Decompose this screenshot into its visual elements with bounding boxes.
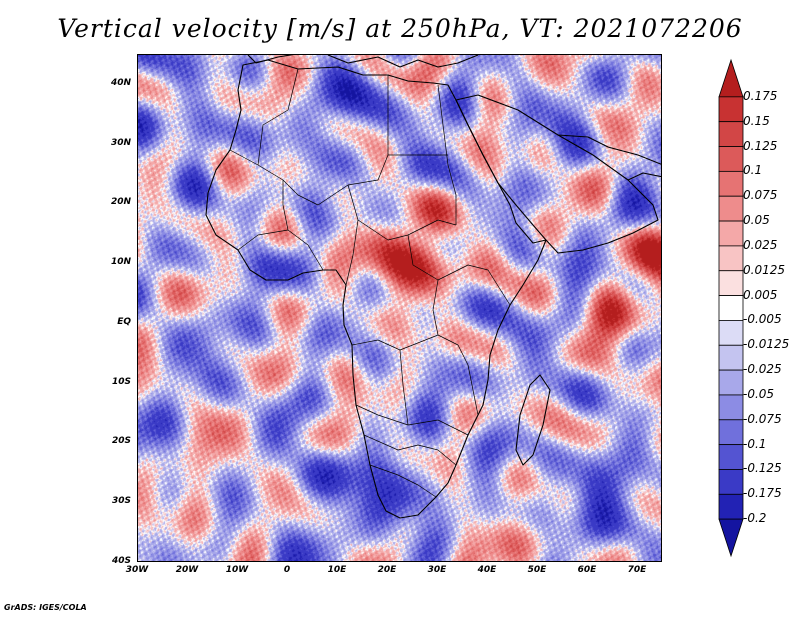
colorbar-swatch: [718, 195, 744, 222]
colorbar-swatch: [718, 444, 744, 470]
arabian-peninsula: [455, 94, 659, 254]
colorbar-label: -0.1: [743, 436, 767, 451]
colorbar-label: 0.175: [743, 88, 778, 103]
colorbar-swatch: [718, 245, 744, 272]
colorbar-swatch: [718, 121, 744, 147]
colorbar-swatch: [718, 58, 744, 98]
colorbar-label: -0.075: [743, 411, 782, 426]
europe-coast: [247, 55, 479, 68]
colorbar-swatch: [718, 344, 744, 371]
x-tick-label: 20W: [175, 565, 199, 575]
colorbar-swatch: [718, 220, 744, 247]
colorbar-label: -0.175: [743, 486, 782, 501]
y-tick-label: 30N: [110, 137, 131, 148]
y-tick-label: 40N: [110, 77, 131, 88]
colorbar-swatch: [718, 96, 744, 123]
colorbar-label: -0.025: [743, 362, 782, 377]
y-tick-label: 20N: [110, 197, 131, 208]
chart-title: Vertical velocity [m/s] at 250hPa, VT: 2…: [57, 14, 743, 43]
colorbar-swatch: [718, 518, 744, 558]
coastline-borders: [205, 55, 661, 519]
x-tick-label: 70E: [627, 565, 647, 575]
colorbar-swatch: [718, 295, 744, 321]
colorbar-swatch: [718, 320, 744, 346]
gulf-coast: [557, 134, 661, 181]
country-borders: [229, 68, 511, 498]
colorbar-swatch: [718, 146, 744, 172]
y-tick-label: 30S: [111, 496, 131, 507]
colorbar-swatch: [718, 419, 744, 446]
colorbar-swatch: [718, 270, 744, 296]
x-tick-label: 40E: [477, 565, 497, 575]
x-tick-label: 0: [283, 565, 291, 575]
colorbar-label: 0.025: [743, 237, 778, 252]
grads-credit: GrADS: IGES/COLA: [4, 603, 87, 612]
y-tick-label: 40S: [111, 556, 131, 566]
y-tick-label: 10S: [111, 376, 131, 387]
colorbar-label: -0.125: [743, 461, 782, 476]
africa-coastline: [205, 59, 547, 519]
colorbar-label: 0.005: [743, 287, 778, 302]
x-tick-label: 10W: [225, 565, 249, 575]
y-tick-label: 20S: [111, 436, 131, 447]
colorbar: [718, 58, 744, 558]
colorbar-label: -0.05: [743, 386, 775, 401]
colorbar-label: -0.2: [743, 511, 767, 526]
colorbar-label: -0.005: [743, 312, 782, 327]
colorbar-label: 0.15: [743, 113, 770, 128]
colorbar-swatch: [718, 469, 744, 495]
colorbar-label: 0.1: [743, 163, 763, 178]
colorbar-label: -0.0125: [743, 337, 790, 352]
x-tick-label: 60E: [577, 565, 597, 575]
colorbar-swatch: [718, 369, 744, 396]
colorbar-label: 0.0125: [743, 262, 785, 277]
colorbar-label: 0.125: [743, 138, 778, 153]
madagascar: [515, 374, 551, 466]
x-tick-label: 30E: [427, 565, 447, 575]
colorbar-label: 0.075: [743, 188, 778, 203]
colorbar-swatch: [718, 394, 744, 421]
x-tick-label: 30W: [125, 565, 149, 575]
x-tick-label: 10E: [327, 565, 347, 575]
colorbar-swatch: [718, 170, 744, 197]
x-tick-label: 20E: [377, 565, 397, 575]
y-tick-label: EQ: [117, 316, 131, 327]
colorbar-swatch: [718, 493, 744, 520]
nile: [437, 84, 457, 225]
colorbar-label: 0.05: [743, 213, 770, 228]
vertical-velocity-field: [138, 55, 661, 561]
map-panel: [137, 54, 662, 562]
y-tick-label: 10N: [110, 257, 131, 268]
x-tick-label: 50E: [527, 565, 547, 575]
